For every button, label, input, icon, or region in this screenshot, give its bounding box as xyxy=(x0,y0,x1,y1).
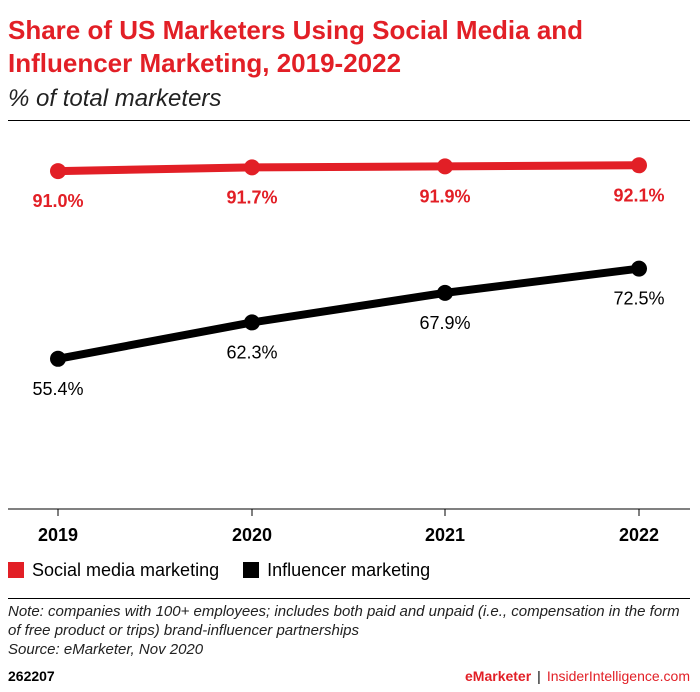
legend-item-social: Social media marketing xyxy=(8,560,219,581)
x-tick-label-2019: 2019 xyxy=(38,525,78,545)
series-line-social xyxy=(57,161,640,176)
notes-divider xyxy=(8,598,690,599)
data-point-influencer-2021 xyxy=(437,284,453,301)
data-point-social-2019 xyxy=(50,163,66,180)
legend-swatch-social xyxy=(8,562,24,578)
footer: 262207 eMarketer | InsiderIntelligence.com xyxy=(8,668,690,684)
notes: Note: companies with 100+ employees; inc… xyxy=(8,602,692,659)
x-tick-label-2020: 2020 xyxy=(232,525,272,545)
brand: eMarketer | InsiderIntelligence.com xyxy=(465,668,690,684)
data-label-influencer-2019: 55.4% xyxy=(32,379,83,399)
legend-item-influencer: Influencer marketing xyxy=(243,560,430,581)
data-point-social-2021 xyxy=(437,158,453,175)
data-label-social-2022: 92.1% xyxy=(613,185,664,205)
legend-label-influencer: Influencer marketing xyxy=(267,559,431,580)
legend-swatch-influencer xyxy=(243,562,260,578)
data-label-social-2021: 91.9% xyxy=(419,186,470,206)
data-label-social-2019: 91.0% xyxy=(32,191,83,211)
chart-id: 262207 xyxy=(8,668,55,684)
series-line-influencer xyxy=(57,264,640,363)
legend-label-social: Social media marketing xyxy=(32,559,220,580)
note-text: Note: companies with 100+ employees; inc… xyxy=(8,603,680,639)
chart-title: Share of US Marketers Using Social Media… xyxy=(8,15,584,78)
line-chart: 2019 2020 2021 2022 91.0% 91.7% 91.9% 92.1% 55.4… xyxy=(8,157,690,545)
chart-subtitle: % of total marketers xyxy=(8,85,222,112)
data-label-influencer-2022: 72.5% xyxy=(613,289,664,309)
data-label-influencer-2020: 62.3% xyxy=(226,342,277,362)
x-tick-label-2022: 2022 xyxy=(619,525,659,545)
data-label-influencer-2021: 67.9% xyxy=(419,313,470,333)
data-point-influencer-2019 xyxy=(50,350,66,367)
title-divider xyxy=(8,120,690,121)
data-point-influencer-2020 xyxy=(244,314,260,331)
source-text: Source: eMarketer, Nov 2020 xyxy=(8,641,204,658)
brand-separator: | xyxy=(537,668,541,684)
data-point-social-2022 xyxy=(631,157,647,174)
data-point-social-2020 xyxy=(244,159,260,176)
brand-emarketer: eMarketer xyxy=(465,668,532,684)
data-point-influencer-2022 xyxy=(631,260,647,277)
brand-insider-intelligence: InsiderIntelligence.com xyxy=(546,668,690,684)
legend: Social media marketing Influencer market… xyxy=(8,558,454,582)
x-tick-label-2021: 2021 xyxy=(425,525,465,545)
data-label-social-2020: 91.7% xyxy=(226,187,277,207)
